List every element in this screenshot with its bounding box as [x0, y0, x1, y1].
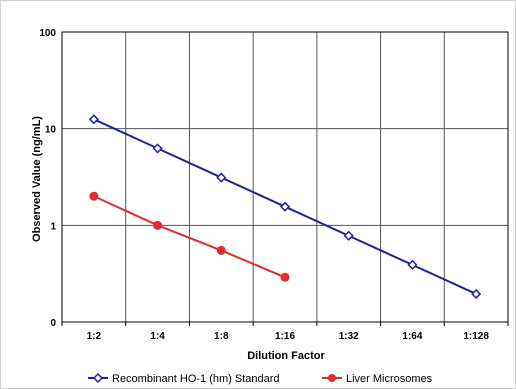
- legend: Recombinant HO-1 (hm) Standard Liver Mic…: [88, 372, 433, 385]
- y-tick-label: 1: [50, 221, 56, 232]
- data-point-diamond: [279, 201, 291, 212]
- x-axis-title: Dilution Factor: [247, 350, 325, 362]
- data-point-circle: [89, 191, 99, 201]
- data-point-diamond: [343, 230, 354, 241]
- x-tick-label: 1:2: [87, 331, 102, 342]
- data-point-diamond: [471, 288, 482, 300]
- legend-label-standard: Recombinant HO-1 (hm) Standard: [112, 373, 280, 385]
- y-axis-title: Observed Value (ng/mL): [31, 116, 43, 242]
- axes: [61, 31, 509, 326]
- data-point-diamond: [88, 114, 99, 125]
- x-tick-label: 1:16: [275, 331, 295, 342]
- legend-label-microsomes: Liver Microsomes: [346, 373, 433, 385]
- y-tick-label: 0: [50, 318, 56, 329]
- y-tick-label: 100: [39, 28, 56, 39]
- x-tick-label: 1:32: [339, 331, 359, 342]
- x-tick-label: 1:8: [214, 331, 229, 342]
- tick-labels: 0 1 10 100 1:2 1:4 1:8 1:16 1:32 1:64 1:128: [39, 28, 489, 342]
- data-point-diamond: [407, 259, 418, 270]
- data-point-circle: [153, 220, 163, 230]
- data-point-diamond: [152, 143, 163, 154]
- data-point-diamond: [216, 172, 227, 183]
- data-point-circle: [280, 272, 290, 282]
- series-layer: [88, 114, 482, 300]
- x-tick-label: 1:128: [463, 331, 489, 342]
- legend-marker-standard: [92, 372, 104, 384]
- series-line-2: [93, 195, 286, 279]
- x-tick-label: 1:64: [402, 331, 422, 342]
- plot-border: [61, 31, 509, 323]
- data-point-circle: [216, 245, 226, 255]
- x-tick-label: 1:4: [150, 331, 165, 342]
- legend-marker-microsomes: [328, 374, 336, 382]
- y-tick-label: 10: [45, 125, 57, 136]
